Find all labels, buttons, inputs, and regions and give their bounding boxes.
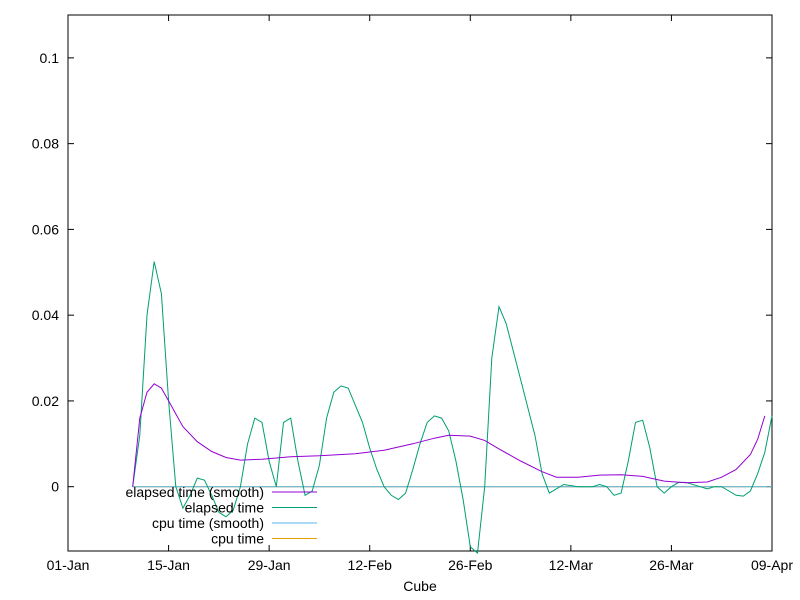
x-tick-label: 15-Jan (147, 557, 190, 573)
y-tick-label: 0.04 (32, 307, 59, 323)
x-tick-label: 12-Feb (348, 557, 393, 573)
y-tick-label: 0.06 (32, 221, 59, 237)
x-tick-label: 01-Jan (47, 557, 90, 573)
legend-label: elapsed time (smooth) (125, 484, 264, 500)
plot-frame (67, 14, 773, 552)
x-tick-label: 12-Mar (549, 557, 594, 573)
series-layer (132, 261, 773, 555)
legend-label: cpu time (smooth) (152, 515, 264, 531)
x-tick-label: 26-Mar (649, 557, 694, 573)
series-line-elapsed-time (132, 261, 773, 555)
legend-label: elapsed time (185, 500, 265, 516)
x-tick-label: 09-Apr (751, 557, 793, 573)
y-tick-label: 0.02 (32, 393, 59, 409)
x-axis-title: Cube (403, 578, 437, 594)
y-tick-label: 0.08 (32, 136, 59, 152)
y-tick-label: 0 (51, 479, 59, 495)
legend-label: cpu time (211, 531, 264, 547)
x-tick-label: 29-Jan (248, 557, 291, 573)
axis-ticks: 01-Jan 15-Jan 29-Jan 12-Feb 26-Feb 12-Mar 26-M… (32, 15, 793, 573)
y-tick-label: 0.1 (40, 50, 60, 66)
series-line-elapsed-time-smooth (132, 383, 766, 487)
x-tick-label: 26-Feb (448, 557, 493, 573)
